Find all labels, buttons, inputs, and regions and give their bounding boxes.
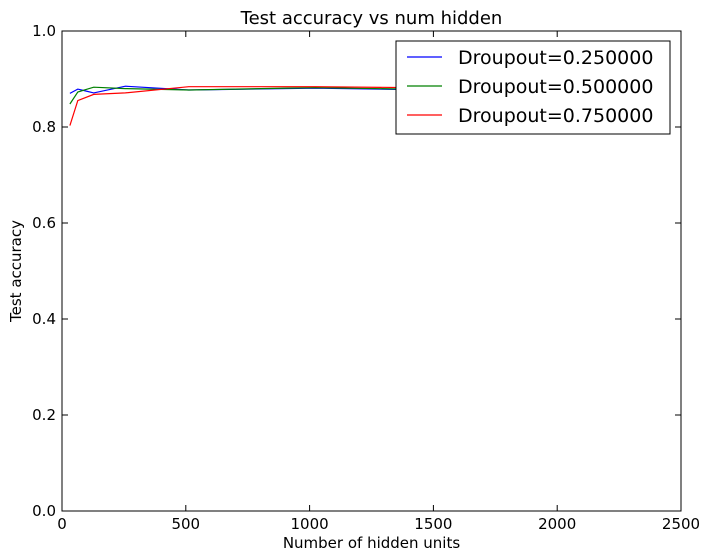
plot-content bbox=[69, 85, 409, 126]
series-line-3 bbox=[69, 86, 409, 126]
x-tick-label: 2000 bbox=[538, 515, 576, 533]
x-tick-label: 1000 bbox=[291, 515, 329, 533]
x-tick-label: 500 bbox=[171, 515, 200, 533]
y-tick-label: 1.0 bbox=[32, 22, 56, 40]
y-tick-label: 0.8 bbox=[32, 118, 56, 136]
y-tick-label: 0.2 bbox=[32, 406, 56, 424]
axes-frame bbox=[61, 30, 682, 512]
chart-title: Test accuracy vs num hidden bbox=[240, 8, 503, 29]
y-tick-label: 0.6 bbox=[32, 214, 56, 232]
x-tick-label: 1500 bbox=[414, 515, 452, 533]
y-tick-label: 0.0 bbox=[32, 502, 56, 520]
axis-ticks: 0 500 1000 1500 2000 2500 0.0 0.2 0.4 0.6 0.8 1.0 bbox=[32, 22, 700, 533]
x-tick-label: 2500 bbox=[662, 515, 700, 533]
y-axis-label: Test accuracy bbox=[7, 220, 25, 323]
x-tick-label: 0 bbox=[57, 515, 67, 533]
legend-label-2: Droupout=0.500000 bbox=[458, 76, 653, 98]
x-axis-label: Number of hidden units bbox=[283, 534, 461, 552]
series-line-2 bbox=[69, 86, 409, 105]
y-tick-label: 0.4 bbox=[32, 310, 56, 328]
legend-label-1: Droupout=0.250000 bbox=[458, 47, 653, 69]
legend: Droupout=0.250000 Droupout=0.500000 Droupo… bbox=[395, 40, 671, 135]
legend-label-3: Droupout=0.750000 bbox=[458, 105, 653, 127]
